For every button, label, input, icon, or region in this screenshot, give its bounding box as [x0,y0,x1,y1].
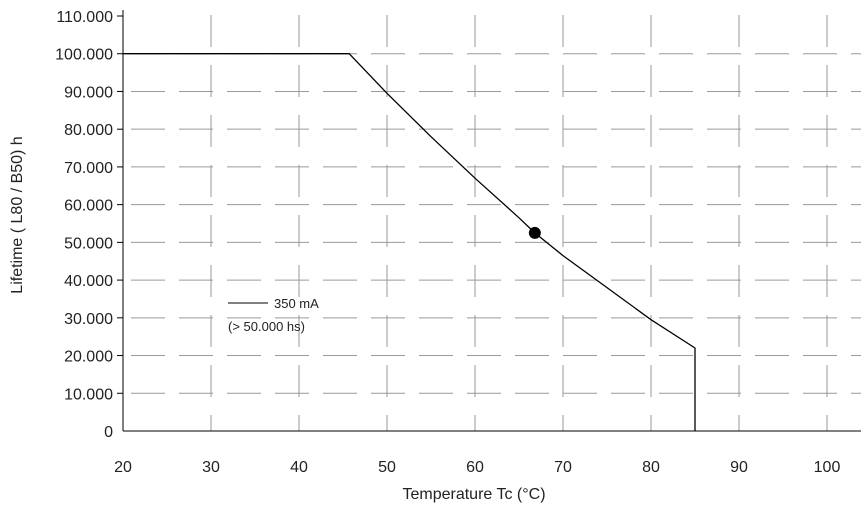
y-tick-label: 0 [104,424,113,441]
x-tick-label: 100 [814,459,841,476]
x-tick-label: 50 [378,459,396,476]
legend-sublabel: (> 50.000 hs) [228,319,305,334]
y-tick-label: 30.000 [64,311,113,328]
y-tick-label: 90.000 [64,84,113,101]
series-line [123,53,696,431]
x-tick-label: 40 [290,459,308,476]
y-tick-label: 20.000 [64,349,113,366]
y-tick-label: 60.000 [64,198,113,215]
y-tick-label: 80.000 [64,122,113,139]
x-tick-label: 20 [114,459,132,476]
y-tick-label: 40.000 [64,273,113,290]
y-tick-label: 70.000 [64,160,113,177]
x-tick-label: 90 [730,459,748,476]
x-tick-label: 60 [466,459,484,476]
y-tick-label: 110.000 [56,9,113,26]
x-tick-label: 30 [202,459,220,476]
y-tick-labels: 0 10.000 20.000 30.000 40.000 50.000 60.000 70.… [55,9,113,441]
y-tick-label: 50.000 [64,235,113,252]
legend: 350 mA (> 50.000 hs) [228,296,319,334]
x-tick-label: 80 [642,459,660,476]
axes [122,10,861,432]
x-axis-title: Temperature Tc (°C) [402,486,545,503]
y-tick-label: 10.000 [64,386,113,403]
legend-label: 350 mA [274,296,319,311]
x-tick-labels: 20 30 40 50 60 70 80 90 100 [114,459,840,476]
y-tick-label: 100.000 [55,47,113,64]
y-axis-title: Lifetime ( L80 / B50) h [9,136,26,293]
x-tick-label: 70 [554,459,572,476]
grid [117,15,861,431]
series [123,53,696,431]
data-point-marker [528,226,541,239]
